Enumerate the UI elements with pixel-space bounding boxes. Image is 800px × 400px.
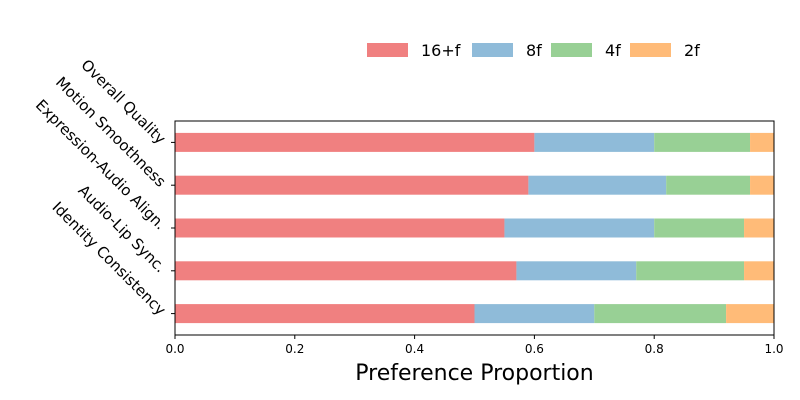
bars-group <box>175 132 774 324</box>
bar-segment <box>534 132 655 152</box>
x-tick-label: 0.4 <box>405 342 424 356</box>
legend-swatch <box>472 43 513 57</box>
x-axis: 0.0 0.2 0.4 0.6 0.8 1.0 <box>165 335 784 356</box>
legend-swatch <box>630 43 671 57</box>
x-tick-label: 0.6 <box>525 342 544 356</box>
bar-segment <box>175 132 535 152</box>
bar-segment <box>175 304 475 324</box>
bar-segment <box>636 261 745 281</box>
legend: 16+f 8f 4f 2f <box>367 41 700 60</box>
bar-segment <box>175 261 517 281</box>
legend-swatch <box>367 43 408 57</box>
bar-segment <box>750 132 774 152</box>
bar-segment <box>528 175 667 195</box>
legend-label: 4f <box>605 41 621 60</box>
bar-segment <box>175 175 529 195</box>
x-tick-label: 0.0 <box>165 342 184 356</box>
x-tick-label: 0.8 <box>645 342 664 356</box>
x-axis-title: Preference Proportion <box>355 361 593 386</box>
bar-segment <box>744 218 774 238</box>
x-tick-label: 1.0 <box>764 342 783 356</box>
bar-segment <box>516 261 637 281</box>
bar-segment <box>654 218 745 238</box>
bar-segment <box>504 218 655 238</box>
bar-segment <box>666 175 751 195</box>
legend-swatch <box>551 43 592 57</box>
bar-segment <box>474 304 595 324</box>
bar-segment <box>750 175 774 195</box>
legend-label: 2f <box>684 41 700 60</box>
bar-segment <box>654 132 751 152</box>
legend-label: 16+f <box>421 41 461 60</box>
x-tick-label: 0.2 <box>285 342 304 356</box>
bar-segment <box>744 261 774 281</box>
bar-segment <box>594 304 727 324</box>
legend-label: 8f <box>526 41 542 60</box>
bar-segment <box>175 218 505 238</box>
bar-segment <box>726 304 774 324</box>
